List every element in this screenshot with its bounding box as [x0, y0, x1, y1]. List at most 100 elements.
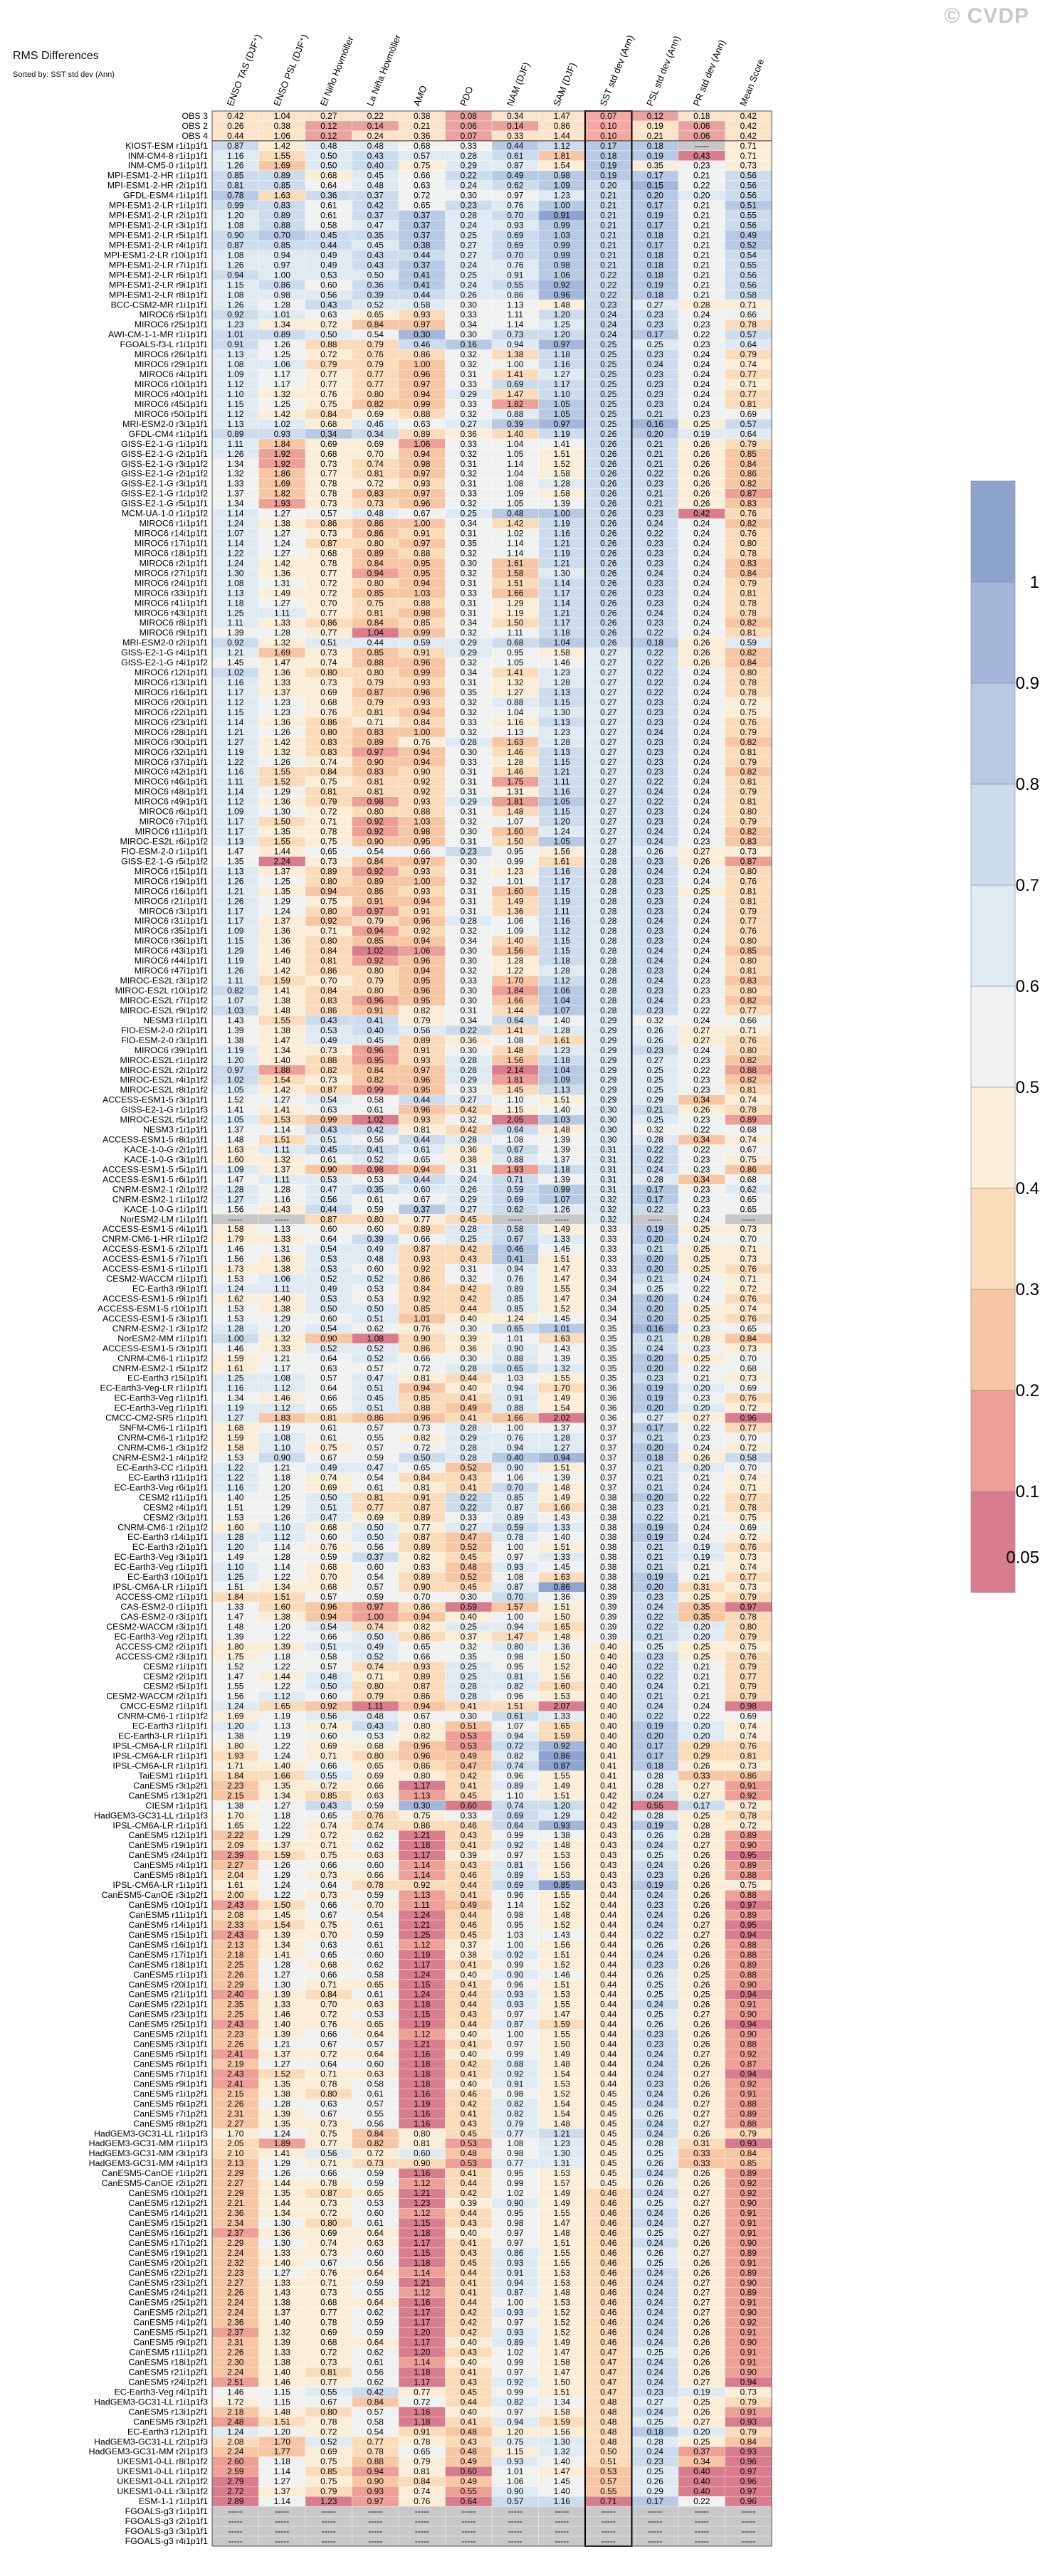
- cell-value: 0.23: [647, 896, 664, 906]
- cell-value: 0.88: [740, 1970, 757, 1980]
- cell-value: 0.30: [461, 1711, 478, 1721]
- cell-value: 0.64: [320, 1234, 337, 1244]
- cell-value: 0.24: [693, 697, 710, 707]
- cell-value: 1.14: [227, 717, 244, 727]
- cell-value: 0.74: [740, 1721, 757, 1731]
- cell-value: 0.84: [367, 320, 384, 329]
- row-label: GISS-E2-1-G r4i1p1f2: [121, 658, 208, 667]
- cell-value: 0.65: [740, 1194, 757, 1204]
- cell-value: 0.59: [367, 1204, 384, 1214]
- cell-value: 0.30: [461, 558, 478, 568]
- cell-value: 1.55: [554, 2029, 571, 2039]
- row-label: GISS-E2-1-G r2i1p1f1: [121, 449, 208, 459]
- row-label: CanESM5 r12i1p1f1: [128, 1830, 208, 1840]
- cell-value: 0.52: [367, 1274, 384, 1284]
- cell-value: 0.78: [227, 191, 244, 201]
- cell-value: 0.24: [647, 1860, 664, 1870]
- cell-value: 1.92: [274, 449, 291, 459]
- cell-value: 0.32: [647, 1015, 664, 1025]
- cell-value: 0.81: [367, 777, 384, 787]
- cell-value: 0.48: [367, 509, 384, 519]
- cell-value: 0.93: [507, 2000, 524, 2010]
- cell-value: 0.25: [693, 1970, 710, 1980]
- cell-value: 0.99: [507, 1830, 524, 1840]
- row-label: MIROC6 r10i1p1f1: [135, 379, 208, 389]
- cell-value: 0.49: [367, 1642, 384, 1652]
- cell-value: 0.42: [461, 1244, 478, 1254]
- cell-value: 0.74: [740, 1472, 757, 1482]
- cell-value: 0.44: [320, 1204, 337, 1214]
- cell-value: -----: [275, 1214, 289, 1224]
- cell-value: 0.25: [600, 369, 617, 379]
- cell-value: 0.92: [227, 310, 244, 320]
- cell-value: 1.48: [554, 2059, 571, 2069]
- cell-value: 0.71: [740, 300, 757, 310]
- cell-value: 1.65: [554, 1622, 571, 1632]
- cell-value: 0.24: [693, 777, 710, 787]
- cell-value: 0.92: [507, 1950, 524, 1960]
- cell-value: 0.79: [320, 797, 337, 807]
- cell-value: 0.21: [693, 1562, 710, 1572]
- cell-value: 0.19: [600, 161, 617, 171]
- cell-value: 1.13: [227, 349, 244, 359]
- cell-value: 0.91: [414, 1492, 431, 1502]
- cell-value: 1.50: [554, 2039, 571, 2049]
- cell-value: 0.80: [367, 966, 384, 976]
- cell-value: 0.75: [740, 707, 757, 717]
- cell-value: 1.13: [414, 1790, 431, 1800]
- cell-value: 1.18: [414, 2069, 431, 2079]
- cell-value: 0.73: [740, 1224, 757, 1234]
- cell-value: 0.90: [507, 1344, 524, 1353]
- column-header: La Niña Hovmöller: [364, 33, 403, 107]
- cell-value: 0.96: [740, 1413, 757, 1423]
- cell-value: 0.26: [600, 439, 617, 449]
- cell-value: 0.73: [320, 1890, 337, 1900]
- cell-value: 0.71: [320, 817, 337, 827]
- cell-value: 1.48: [507, 807, 524, 817]
- cell-value: 0.28: [600, 906, 617, 916]
- row-label: MIROC6 r6i1p1f1: [140, 807, 209, 817]
- cell-value: 0.79: [740, 1691, 757, 1701]
- cell-value: 1.48: [274, 1005, 291, 1015]
- cell-value: 0.97: [414, 379, 431, 389]
- cell-value: 1.60: [227, 1154, 244, 1164]
- cell-value: 0.21: [693, 1512, 710, 1522]
- cell-value: 0.25: [693, 1254, 710, 1264]
- cell-value: 1.08: [227, 290, 244, 300]
- row-label: CanESM5 r13i1p2f1: [128, 1790, 208, 1800]
- cell-value: 1.75: [227, 1652, 244, 1662]
- cell-value: 1.13: [554, 687, 571, 697]
- cell-value: 0.44: [227, 131, 244, 141]
- cell-value: 1.92: [274, 459, 291, 469]
- cell-value: 0.28: [461, 1363, 478, 1373]
- cell-value: 0.26: [693, 638, 710, 648]
- cell-value: 0.68: [320, 449, 337, 459]
- cell-value: 0.96: [507, 1770, 524, 1780]
- cell-value: 0.44: [414, 250, 431, 260]
- cell-value: 0.29: [600, 1075, 617, 1085]
- cell-value: 1.52: [227, 1095, 244, 1105]
- cell-value: 0.85: [367, 936, 384, 946]
- cell-value: 0.58: [740, 290, 757, 300]
- row-label: CESM2 r1i1p1f1: [143, 1662, 208, 1672]
- cell-value: 0.25: [647, 1850, 664, 1860]
- cell-value: 0.37: [600, 1462, 617, 1472]
- cell-value: 1.52: [554, 1960, 571, 1970]
- cell-value: 0.52: [367, 1652, 384, 1662]
- cell-value: 0.89: [367, 548, 384, 558]
- cell-value: 1.04: [554, 1065, 571, 1075]
- cell-value: 0.86: [740, 1164, 757, 1174]
- cell-value: 0.27: [600, 717, 617, 727]
- cell-value: 1.24: [414, 1910, 431, 1920]
- cell-value: 0.76: [367, 349, 384, 359]
- cell-value: 0.95: [414, 976, 431, 986]
- row-label: ACCESS-ESM1-5 r3i1p1f1: [103, 1314, 208, 1324]
- column-header: Mean Score: [737, 58, 766, 108]
- cell-value: 0.20: [647, 1254, 664, 1264]
- cell-value: 0.33: [507, 131, 524, 141]
- cell-value: 1.06: [414, 946, 431, 956]
- cell-value: 0.76: [740, 1741, 757, 1751]
- cell-value: 0.25: [647, 1075, 664, 1085]
- cell-value: 0.51: [320, 1502, 337, 1512]
- cell-value: 0.21: [693, 240, 710, 250]
